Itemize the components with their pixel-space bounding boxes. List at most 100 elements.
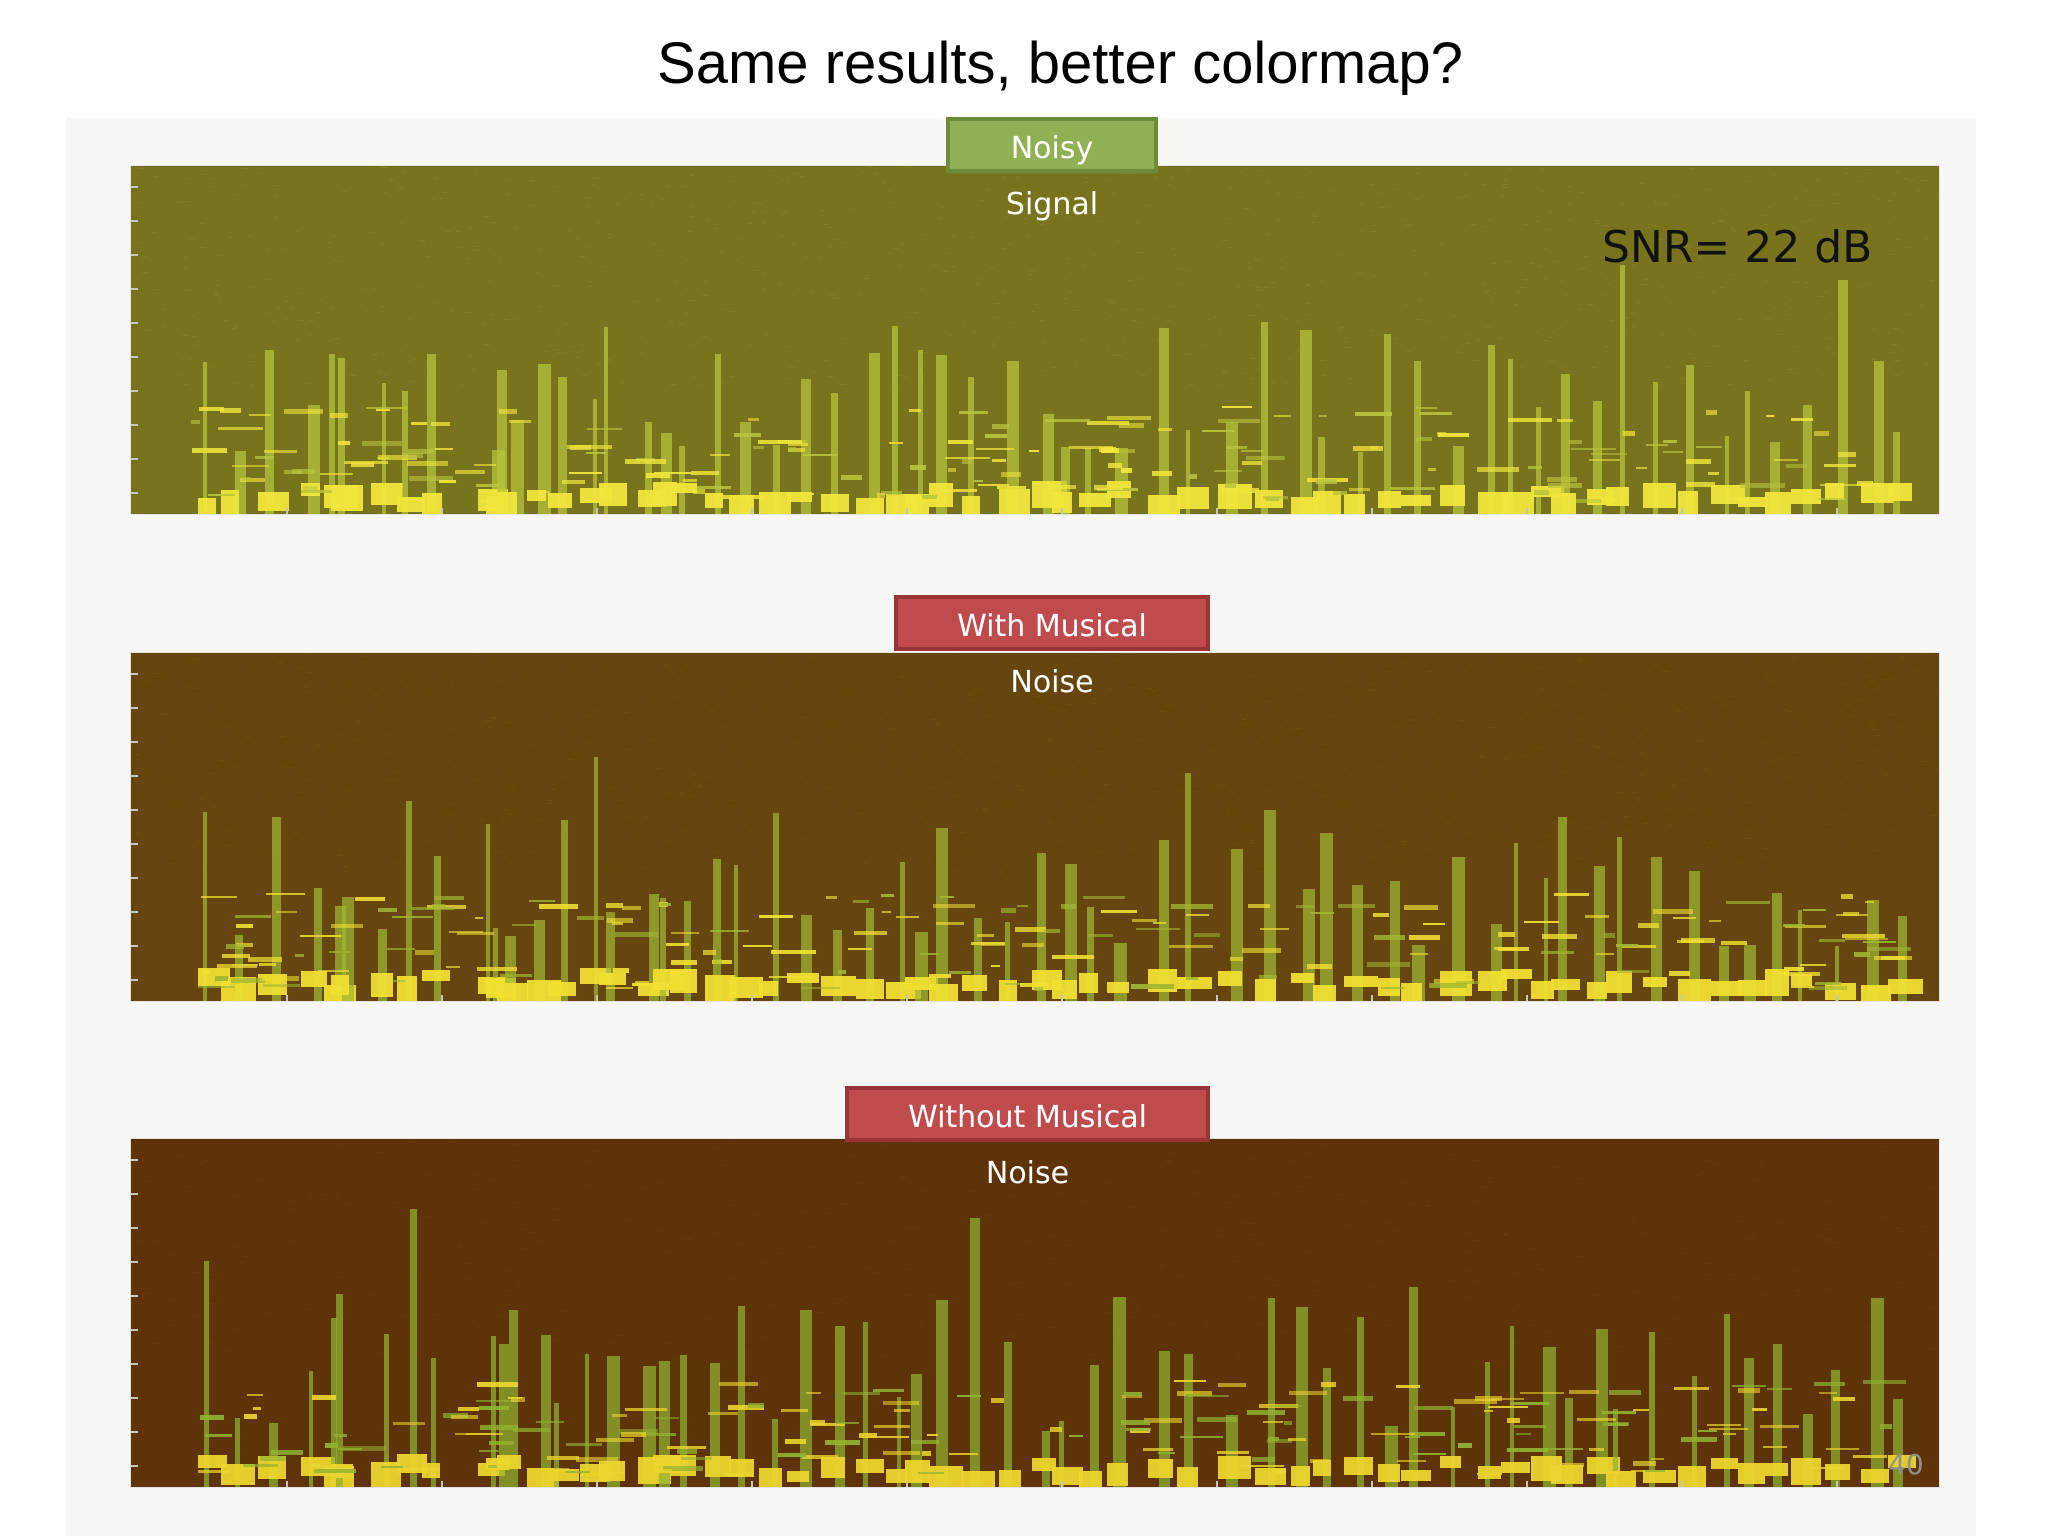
low-frequency-energy (1313, 985, 1336, 1001)
noise-speckle (1284, 732, 1289, 733)
noise-speckle (1714, 817, 1716, 818)
noise-speckle (567, 230, 572, 231)
energy-streak (838, 970, 846, 974)
energy-streak (1099, 447, 1116, 452)
noise-speckle (1402, 681, 1405, 682)
noise-speckle (1829, 1291, 1834, 1292)
energy-streak (785, 1439, 806, 1444)
low-frequency-energy (856, 979, 884, 999)
noise-speckle (1249, 840, 1254, 841)
energy-streak (1174, 1380, 1206, 1382)
energy-streak (240, 478, 265, 482)
x-axis-tick (1371, 508, 1373, 514)
energy-streak (910, 465, 926, 470)
noise-speckle (1900, 1231, 1904, 1232)
noise-speckle (542, 789, 545, 790)
noise-speckle (1074, 363, 1077, 364)
harmonic-column (715, 354, 721, 514)
x-axis-tick (1216, 995, 1218, 1001)
noise-speckle (1782, 314, 1787, 315)
noise-speckle (1168, 306, 1173, 307)
noise-speckle (823, 1213, 829, 1214)
noise-speckle (1109, 179, 1112, 180)
noise-speckle (1355, 817, 1357, 818)
noise-speckle (1886, 1228, 1890, 1229)
noise-speckle (198, 268, 200, 269)
noise-speckle (1438, 802, 1443, 803)
noise-speckle (737, 239, 740, 240)
noise-speckle (1321, 375, 1326, 376)
noise-speckle (832, 1270, 835, 1271)
noise-speckle (1463, 174, 1468, 175)
noise-speckle (993, 1330, 995, 1331)
noise-speckle (349, 372, 352, 373)
noise-speckle (1013, 322, 1016, 323)
noise-speckle (1285, 1246, 1287, 1247)
noise-speckle (1411, 780, 1413, 781)
noise-speckle (502, 324, 506, 325)
noise-speckle (187, 358, 192, 359)
noise-speckle (1898, 1330, 1901, 1331)
noise-speckle (1531, 746, 1537, 747)
noise-speckle (1747, 709, 1749, 710)
noise-speckle (182, 1357, 185, 1358)
noise-speckle (596, 658, 601, 659)
energy-streak (381, 1466, 403, 1468)
noise-speckle (1610, 730, 1615, 731)
noise-speckle (1318, 1190, 1320, 1191)
noise-speckle (1439, 172, 1441, 173)
energy-streak (1576, 499, 1601, 503)
noise-speckle (557, 333, 559, 334)
noise-speckle (182, 335, 188, 336)
noise-speckle (783, 211, 788, 212)
noise-speckle (467, 258, 470, 259)
energy-streak (435, 448, 453, 450)
noise-speckle (175, 352, 178, 353)
noise-speckle (679, 295, 682, 296)
energy-streak (1842, 934, 1885, 938)
noise-speckle (1828, 1229, 1832, 1230)
noise-speckle (157, 673, 163, 674)
noise-speckle (1775, 177, 1777, 178)
noise-speckle (921, 352, 927, 353)
noise-speckle (942, 271, 948, 272)
noise-speckle (1929, 1188, 1934, 1189)
noise-speckle (214, 294, 219, 295)
noise-speckle (1937, 1200, 1939, 1201)
energy-streak (1230, 957, 1243, 961)
energy-streak (253, 1407, 261, 1410)
noise-speckle (311, 1340, 314, 1341)
x-axis-tick (751, 1481, 753, 1487)
noise-speckle (980, 379, 982, 380)
noise-speckle (1066, 258, 1070, 259)
noise-speckle (750, 281, 752, 282)
noise-speckle (195, 658, 201, 659)
harmonic-column (1686, 365, 1694, 514)
noise-speckle (1470, 1200, 1476, 1201)
noise-speckle (732, 1346, 736, 1347)
noise-speckle (1038, 370, 1043, 371)
noise-speckle (1169, 1335, 1171, 1336)
noise-speckle (212, 807, 217, 808)
noise-speckle (1716, 697, 1722, 698)
energy-streak (927, 1434, 938, 1436)
noise-speckle (698, 786, 702, 787)
energy-streak (271, 1450, 303, 1455)
noise-speckle (841, 806, 844, 807)
energy-streak (1709, 920, 1721, 922)
noise-speckle (1807, 172, 1810, 173)
noise-speckle (1503, 187, 1509, 188)
noise-speckle (1422, 273, 1428, 274)
noise-speckle (1339, 327, 1344, 328)
harmonic-column (1452, 857, 1465, 1001)
noise-speckle (279, 1349, 284, 1350)
noise-speckle (789, 366, 793, 367)
noise-speckle (1290, 1231, 1292, 1232)
noise-speckle (1319, 303, 1321, 304)
energy-streak (1202, 430, 1235, 432)
harmonic-column (1061, 447, 1070, 514)
harmonic-column (491, 1336, 496, 1487)
noise-speckle (1152, 685, 1155, 686)
energy-streak (1310, 912, 1334, 914)
noise-speckle (532, 690, 537, 691)
